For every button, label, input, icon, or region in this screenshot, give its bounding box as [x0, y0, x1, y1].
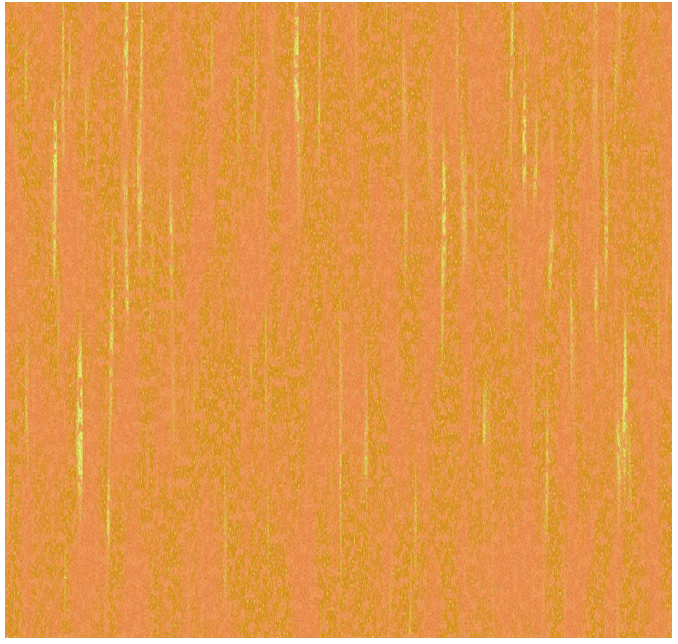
aerial-image — [0, 0, 678, 644]
shadow-texture — [5, 2, 672, 638]
page: (() => { const data = JSON.parse(documen… — [0, 0, 678, 644]
